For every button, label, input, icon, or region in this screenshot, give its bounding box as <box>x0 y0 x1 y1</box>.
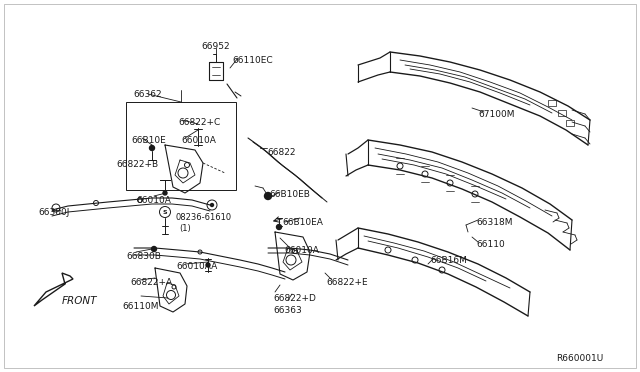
Text: 66952: 66952 <box>202 42 230 51</box>
Text: 66363: 66363 <box>274 306 302 315</box>
Text: 66822+B: 66822+B <box>116 160 158 169</box>
Text: (1): (1) <box>179 224 191 233</box>
Text: 66B10EB: 66B10EB <box>269 190 310 199</box>
Text: 66822+D: 66822+D <box>273 294 316 303</box>
Text: 66110M: 66110M <box>123 302 159 311</box>
Text: 66010A: 66010A <box>284 246 319 255</box>
Circle shape <box>163 191 167 195</box>
Text: 08236-61610: 08236-61610 <box>176 213 232 222</box>
Bar <box>126 102 236 190</box>
Circle shape <box>276 224 282 230</box>
Bar <box>566 120 574 126</box>
Text: 66318M: 66318M <box>476 218 513 227</box>
Text: 66822+E: 66822+E <box>326 278 367 287</box>
Text: 66B10EA: 66B10EA <box>282 218 323 227</box>
Circle shape <box>264 192 271 199</box>
Bar <box>548 100 556 106</box>
Text: 66362: 66362 <box>134 90 163 99</box>
Circle shape <box>150 145 154 151</box>
Text: 66010A: 66010A <box>181 136 216 145</box>
Bar <box>558 110 566 116</box>
Circle shape <box>206 263 210 267</box>
Text: S: S <box>163 209 167 215</box>
Text: 66B10E: 66B10E <box>131 136 166 145</box>
Text: 66B16M: 66B16M <box>430 256 467 265</box>
Text: 66300J: 66300J <box>38 208 69 217</box>
Text: R660001U: R660001U <box>556 354 604 363</box>
Circle shape <box>211 203 214 206</box>
Text: 66822: 66822 <box>267 148 296 157</box>
Text: 67100M: 67100M <box>478 110 515 119</box>
Text: 66110: 66110 <box>476 240 505 249</box>
Circle shape <box>152 247 157 251</box>
Text: 66822+A: 66822+A <box>130 278 172 287</box>
Text: 66010AA: 66010AA <box>176 262 217 271</box>
Text: 66110EC: 66110EC <box>232 56 273 65</box>
Text: 66830B: 66830B <box>126 252 161 261</box>
Text: 66010A: 66010A <box>136 196 172 205</box>
Text: 66822+C: 66822+C <box>178 118 220 127</box>
Text: FRONT: FRONT <box>62 296 97 306</box>
